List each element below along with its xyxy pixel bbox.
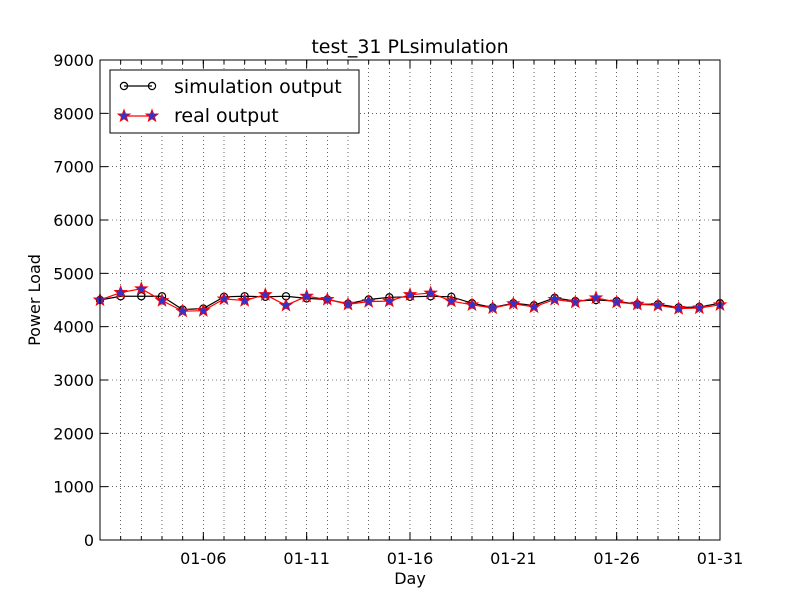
y-tick-label: 4000 <box>53 318 94 337</box>
y-axis-title: Power Load <box>25 254 44 346</box>
data-point-real-output <box>216 291 232 306</box>
x-axis-title: Day <box>394 569 426 588</box>
y-tick-label: 1000 <box>53 478 94 497</box>
x-tick-label: 01-21 <box>490 549 537 568</box>
y-tick-label: 6000 <box>53 211 94 230</box>
data-point-real-output <box>113 284 128 299</box>
legend-marker-simulation-output <box>119 81 129 91</box>
x-tick-label: 01-06 <box>180 549 227 568</box>
data-point-real-output <box>361 293 376 308</box>
data-point-real-output <box>464 297 480 311</box>
y-tick-label: 0 <box>84 531 94 550</box>
data-point-real-output <box>692 300 707 315</box>
data-point-real-output <box>650 297 666 312</box>
data-point-real-output <box>609 294 624 309</box>
legend: simulation output real output <box>109 69 360 134</box>
legend-item-real-output <box>116 108 160 123</box>
series-layer <box>92 281 728 318</box>
y-tick-label: 3000 <box>53 371 94 390</box>
data-point-real-output <box>588 290 604 305</box>
data-point-real-output <box>671 300 686 315</box>
series-real-output <box>92 281 728 318</box>
data-point-real-output <box>196 303 211 317</box>
data-point-real-output <box>402 287 418 301</box>
data-point-real-output <box>134 281 149 295</box>
data-point-real-output <box>547 291 562 306</box>
data-point-real-output <box>175 303 190 318</box>
data-point-real-output <box>485 300 500 315</box>
chart-title: test_31 PLsimulation <box>311 36 508 58</box>
data-point-real-output <box>568 294 583 309</box>
data-point-real-output <box>320 291 335 306</box>
y-tick-label: 7000 <box>53 158 94 177</box>
legend-item-simulation-output <box>119 81 157 91</box>
data-point-simulation-output <box>137 292 146 301</box>
legend-label-real-output: real output <box>174 105 279 127</box>
legend-marker-simulation-output <box>147 81 157 91</box>
data-point-real-output <box>444 293 459 308</box>
data-point-real-output <box>258 287 273 301</box>
legend-box <box>109 69 360 134</box>
legend-label-simulation-output: simulation output <box>174 76 342 98</box>
legend-marker-real-output <box>116 108 132 123</box>
data-point-real-output <box>340 296 356 311</box>
data-point-real-output <box>154 292 170 307</box>
y-tick-label: 5000 <box>53 264 94 283</box>
data-point-real-output <box>237 292 252 307</box>
data-point-real-output <box>630 296 645 311</box>
ticks: 01-06 01-11 01-16 01-21 01-26 01-31 0 1000 2000 3… <box>53 51 743 568</box>
data-point-real-output <box>382 293 397 308</box>
data-point-real-output <box>506 296 521 310</box>
x-tick-label: 01-16 <box>387 549 434 568</box>
y-tick-label: 8000 <box>53 104 94 123</box>
x-tick-label: 01-26 <box>593 549 640 568</box>
legend-marker-real-output <box>144 108 160 123</box>
data-point-real-output <box>423 285 438 300</box>
x-tick-label: 01-31 <box>697 549 744 568</box>
y-tick-label: 2000 <box>53 424 94 443</box>
y-tick-label: 9000 <box>53 51 94 70</box>
data-point-real-output <box>526 299 542 314</box>
data-point-real-output <box>278 297 294 312</box>
data-point-real-output <box>299 288 314 303</box>
x-tick-label: 01-11 <box>283 549 330 568</box>
